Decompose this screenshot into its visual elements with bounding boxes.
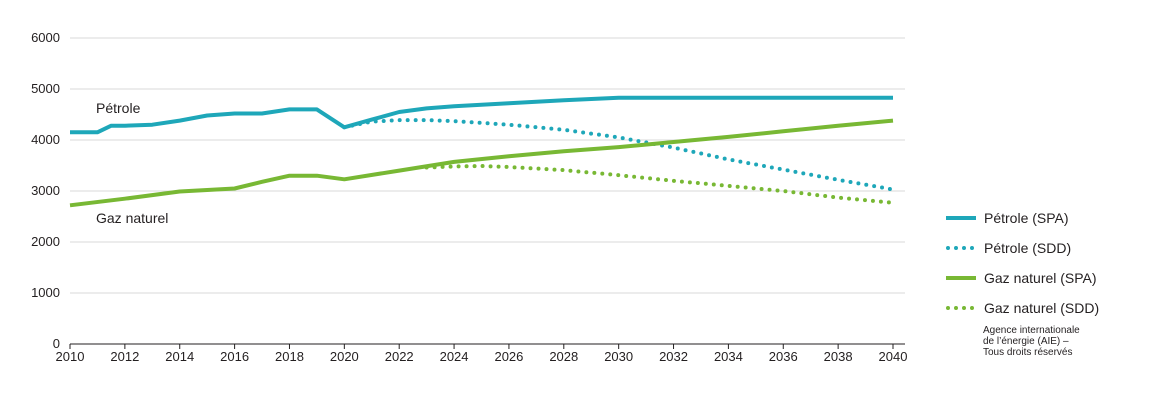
legend-label: Pétrole (SPA)	[984, 210, 1069, 226]
x-tick-label: 2028	[549, 349, 578, 364]
x-tick-label: 2018	[275, 349, 304, 364]
legend-label: Gaz naturel (SDD)	[984, 300, 1099, 316]
y-tick-label: 0	[53, 336, 60, 351]
y-tick-label: 4000	[31, 132, 60, 147]
x-tick-label: 2024	[440, 349, 469, 364]
series-line-2	[342, 118, 895, 192]
y-tick-label: 2000	[31, 234, 60, 249]
x-tick-label: 2012	[110, 349, 139, 364]
series-line-1	[70, 95, 893, 135]
x-tick-label: 2022	[385, 349, 414, 364]
oil-line-label: Pétrole	[96, 100, 141, 116]
series-line-4	[424, 164, 895, 205]
x-tick-label: 2020	[330, 349, 359, 364]
x-tick-label: 2032	[659, 349, 688, 364]
legend-label: Gaz naturel (SPA)	[984, 270, 1097, 286]
y-tick-label: 3000	[31, 183, 60, 198]
y-tick-label: 5000	[31, 81, 60, 96]
x-tick-label: 2010	[56, 349, 85, 364]
y-tick-label: 1000	[31, 285, 60, 300]
y-tick-label: 6000	[31, 30, 60, 45]
series-line-3	[69, 118, 894, 208]
x-tick-label: 2036	[769, 349, 798, 364]
x-tick-label: 2026	[494, 349, 523, 364]
source-note-line: Tous droits réservés	[983, 347, 1072, 358]
x-tick-label: 2016	[220, 349, 249, 364]
gas-line-label: Gaz naturel	[96, 210, 168, 226]
source-note-line: de l’énergie (AIE) –	[983, 336, 1069, 347]
x-tick-label: 2014	[165, 349, 194, 364]
legend-label: Pétrole (SDD)	[984, 240, 1071, 256]
x-tick-label: 2040	[879, 349, 908, 364]
x-tick-label: 2034	[714, 349, 743, 364]
source-note-line: Agence internationale	[983, 325, 1080, 336]
x-tick-label: 2030	[604, 349, 633, 364]
x-tick-label: 2038	[824, 349, 853, 364]
